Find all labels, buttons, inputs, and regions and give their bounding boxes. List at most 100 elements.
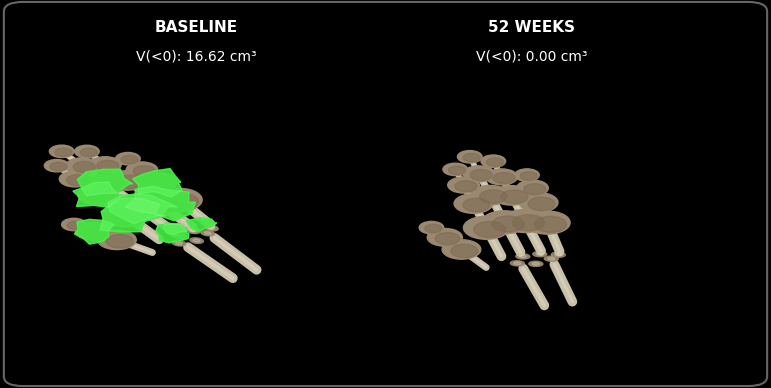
Circle shape: [126, 162, 158, 178]
Circle shape: [167, 194, 199, 210]
Text: 52 WEEKS: 52 WEEKS: [489, 20, 575, 35]
Ellipse shape: [176, 234, 183, 237]
Circle shape: [49, 145, 74, 158]
Circle shape: [503, 210, 548, 232]
Circle shape: [442, 240, 481, 259]
Circle shape: [520, 193, 558, 212]
Circle shape: [528, 197, 555, 211]
Ellipse shape: [544, 256, 558, 261]
Polygon shape: [108, 194, 177, 224]
Circle shape: [103, 204, 148, 227]
Text: V(<0): 16.62 cm³: V(<0): 16.62 cm³: [136, 49, 257, 63]
Polygon shape: [187, 218, 217, 232]
Circle shape: [480, 190, 507, 203]
Circle shape: [121, 155, 138, 164]
Ellipse shape: [173, 233, 186, 239]
Ellipse shape: [201, 230, 214, 236]
Ellipse shape: [175, 242, 183, 245]
Circle shape: [427, 229, 463, 246]
Circle shape: [89, 157, 121, 173]
Polygon shape: [163, 223, 187, 234]
Ellipse shape: [204, 232, 211, 234]
Circle shape: [482, 211, 527, 234]
Polygon shape: [156, 224, 189, 243]
Circle shape: [492, 185, 531, 205]
Circle shape: [454, 194, 493, 213]
Circle shape: [98, 230, 136, 249]
Ellipse shape: [510, 261, 524, 266]
Circle shape: [419, 222, 444, 234]
Polygon shape: [187, 218, 217, 232]
Polygon shape: [163, 223, 187, 234]
Ellipse shape: [193, 239, 200, 242]
Ellipse shape: [205, 225, 218, 231]
Circle shape: [80, 148, 97, 157]
Text: V(<0): 0.00 cm³: V(<0): 0.00 cm³: [476, 49, 588, 63]
Circle shape: [513, 215, 544, 231]
Circle shape: [83, 227, 108, 239]
Ellipse shape: [513, 262, 521, 265]
Circle shape: [66, 175, 89, 186]
Circle shape: [106, 234, 133, 248]
Polygon shape: [77, 169, 133, 196]
Circle shape: [157, 188, 202, 211]
Circle shape: [78, 185, 116, 204]
Polygon shape: [108, 194, 177, 224]
Circle shape: [520, 171, 537, 180]
Ellipse shape: [208, 227, 215, 230]
Circle shape: [463, 198, 490, 212]
Ellipse shape: [519, 255, 527, 258]
Circle shape: [455, 181, 477, 192]
Circle shape: [113, 209, 145, 225]
Circle shape: [463, 216, 509, 239]
Polygon shape: [73, 182, 123, 207]
Circle shape: [55, 148, 72, 157]
Circle shape: [471, 185, 510, 205]
Circle shape: [448, 177, 480, 193]
Ellipse shape: [187, 228, 200, 234]
Circle shape: [116, 175, 143, 189]
Polygon shape: [133, 169, 182, 197]
Ellipse shape: [190, 229, 197, 232]
Circle shape: [62, 218, 86, 231]
Ellipse shape: [190, 238, 204, 243]
Circle shape: [524, 211, 570, 234]
Circle shape: [486, 169, 517, 185]
Circle shape: [96, 160, 119, 171]
Circle shape: [133, 166, 155, 177]
Circle shape: [138, 173, 177, 192]
Circle shape: [535, 216, 567, 232]
Polygon shape: [133, 169, 182, 197]
Circle shape: [473, 222, 506, 237]
Circle shape: [145, 196, 177, 212]
Circle shape: [86, 189, 113, 203]
Circle shape: [45, 159, 69, 172]
Circle shape: [492, 216, 524, 232]
Circle shape: [470, 170, 492, 180]
Circle shape: [524, 184, 546, 195]
Circle shape: [425, 224, 442, 233]
Ellipse shape: [533, 251, 547, 257]
Ellipse shape: [172, 241, 186, 246]
Ellipse shape: [554, 253, 562, 256]
Circle shape: [66, 158, 98, 174]
Ellipse shape: [551, 252, 565, 257]
Circle shape: [449, 166, 466, 175]
Circle shape: [59, 171, 91, 187]
Circle shape: [146, 177, 174, 191]
Polygon shape: [73, 182, 123, 207]
Polygon shape: [77, 169, 133, 196]
Polygon shape: [156, 224, 189, 243]
Circle shape: [116, 196, 162, 218]
Circle shape: [73, 161, 96, 173]
Circle shape: [443, 163, 467, 176]
Circle shape: [88, 174, 126, 194]
Circle shape: [108, 171, 146, 190]
Polygon shape: [75, 219, 114, 244]
Circle shape: [487, 158, 503, 166]
Ellipse shape: [516, 254, 530, 259]
Polygon shape: [100, 198, 167, 232]
Polygon shape: [75, 219, 114, 244]
Ellipse shape: [532, 263, 540, 265]
Circle shape: [457, 151, 482, 163]
